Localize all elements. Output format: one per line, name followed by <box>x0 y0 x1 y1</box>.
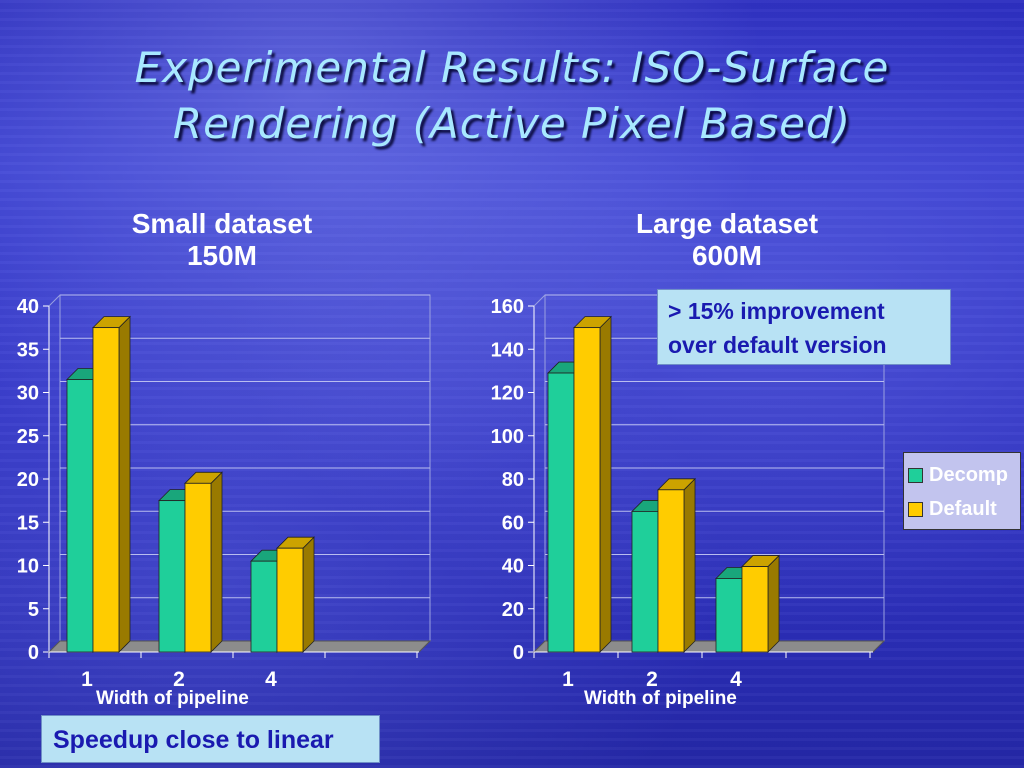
chart-1-bar-side-default-4 <box>302 536 315 653</box>
chart-1-xtick-label-2: 2 <box>173 668 185 691</box>
legend-item-default: Default <box>908 494 997 524</box>
chart-2-bar-decomp-4 <box>715 578 743 653</box>
chart-2-bar-side-default-4 <box>767 554 780 653</box>
chart-1-title: Small dataset 150M <box>72 208 372 272</box>
chart-2-ytick-label-100: 100 <box>491 426 524 448</box>
chart-1-bar-side-default-2 <box>210 471 223 653</box>
chart-2-bar-decomp-1 <box>547 372 575 653</box>
chart-2-ytick-label-120: 120 <box>491 383 524 405</box>
chart-1-ytick-label-30: 30 <box>17 383 39 405</box>
chart-1-bar-decomp-2 <box>158 500 186 653</box>
chart-2-legend: Decomp Default <box>903 452 1021 530</box>
chart-2-title: Large dataset 600M <box>577 208 877 272</box>
chart-2-xtick-label-2: 2 <box>646 668 658 691</box>
chart-2-xtick-label-4: 4 <box>730 668 742 691</box>
legend-label-decomp: Decomp <box>929 464 1008 486</box>
improvement-callout-line-1: > 15% improvement <box>668 298 885 324</box>
chart-1-xtick-label-4: 4 <box>265 668 277 691</box>
chart-2-title-line-1: Large dataset <box>635 208 819 239</box>
chart-1-xlabel: Width of pipeline <box>96 688 249 709</box>
slide-title-line-2: Rendering (Active Pixel Based) <box>172 99 852 148</box>
chart-1-ytick-label-15: 15 <box>17 512 39 534</box>
legend-label-default: Default <box>929 498 997 520</box>
chart-1-bar-decomp-4 <box>250 560 278 653</box>
legend-item-decomp: Decomp <box>908 460 1008 490</box>
legend-swatch-decomp <box>908 467 923 483</box>
chart-2-bar-decomp-2 <box>631 511 659 653</box>
chart-1-ytick-label-10: 10 <box>17 556 39 578</box>
chart-1-xtick-label-1: 1 <box>81 668 93 691</box>
chart-2-y-axis-depth <box>533 294 546 307</box>
improvement-callout: > 15% improvement over default version <box>657 289 951 365</box>
chart-1-bar-decomp-1 <box>66 379 94 653</box>
legend-swatch-default <box>908 501 923 517</box>
chart-2-ytick-label-40: 40 <box>502 556 524 578</box>
chart-1-bar-default-1 <box>92 327 120 653</box>
slide-title: Experimental Results: ISO-Surface Render… <box>0 40 1024 152</box>
chart-1-y-axis-depth <box>48 294 61 307</box>
chart-2-ytick-label-20: 20 <box>502 599 524 621</box>
chart-2-title-line-2: 600M <box>691 240 763 271</box>
chart-1-bar-default-2 <box>184 482 212 653</box>
chart-2-bar-side-default-1 <box>599 315 612 653</box>
chart-1-ytick-label-25: 25 <box>17 426 39 448</box>
chart-2-bar-default-1 <box>573 327 601 653</box>
chart-2-ytick-label-0: 0 <box>513 642 524 664</box>
chart-2-xtick-label-1: 1 <box>562 668 574 691</box>
chart-2-bar-side-default-2 <box>683 477 696 653</box>
chart-2-ytick-label-140: 140 <box>491 339 524 361</box>
chart-2-ytick-label-80: 80 <box>502 469 524 491</box>
chart-1-ytick-label-35: 35 <box>17 339 39 361</box>
chart-2-xlabel: Width of pipeline <box>584 688 737 709</box>
chart-1-title-line-1: Small dataset <box>131 208 313 239</box>
chart-1-ytick-label-20: 20 <box>17 469 39 491</box>
chart-1-bar-side-default-1 <box>118 315 131 653</box>
chart-1-bar-default-4 <box>276 547 304 653</box>
chart-2-ytick-label-60: 60 <box>502 512 524 534</box>
speedup-callout: Speedup close to linear <box>41 715 380 763</box>
chart-1-ytick-label-0: 0 <box>28 642 39 664</box>
chart-2-bar-default-4 <box>741 566 769 653</box>
chart-1-title-line-2: 150M <box>186 240 258 271</box>
chart-1-ytick-label-5: 5 <box>28 599 39 621</box>
improvement-callout-line-2: over default version <box>668 332 887 358</box>
slide-title-line-1: Experimental Results: ISO-Surface <box>134 43 890 92</box>
chart-1-ytick-label-40: 40 <box>17 296 39 318</box>
chart-2-ytick-label-160: 160 <box>491 296 524 318</box>
chart-2-bar-default-2 <box>657 489 685 653</box>
